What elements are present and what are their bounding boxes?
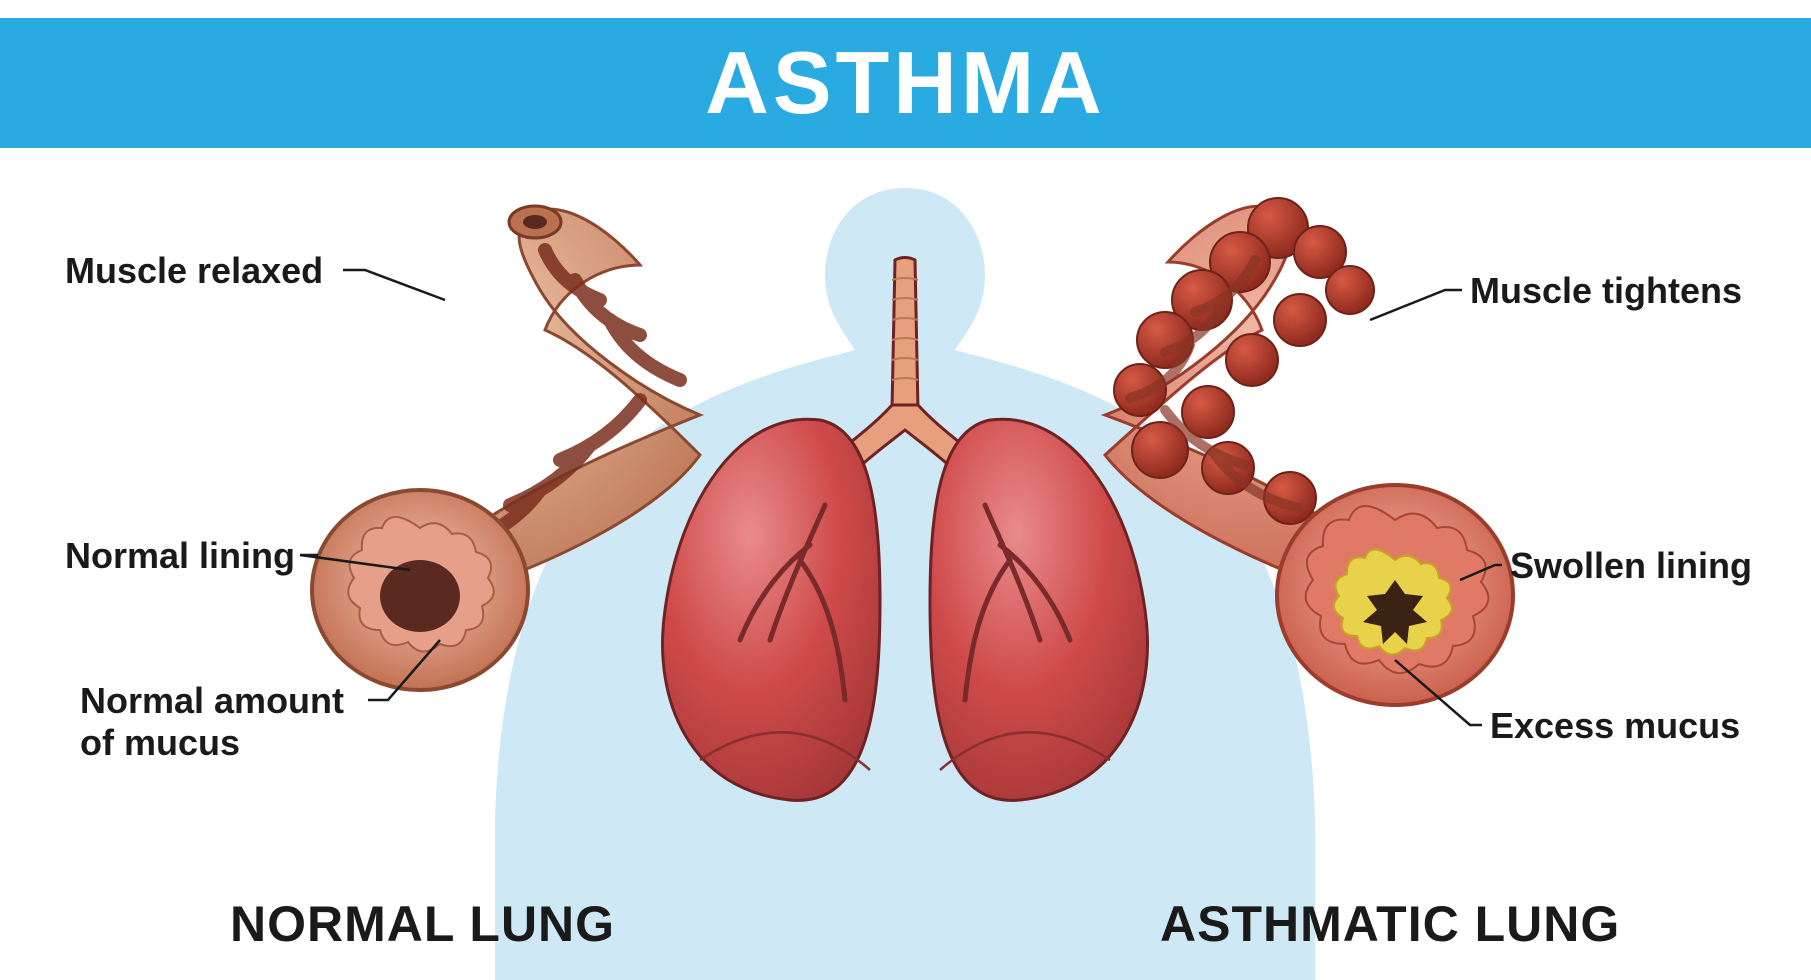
asthmatic-airway <box>1105 198 1513 705</box>
label-normal-lining: Normal lining <box>65 535 295 577</box>
normal-airway <box>312 206 700 690</box>
lungs <box>663 258 1148 801</box>
section-title-normal: NORMAL LUNG <box>230 895 615 953</box>
label-muscle-tightens: Muscle tightens <box>1470 270 1742 312</box>
page-title: ASTHMA <box>705 32 1105 134</box>
infographic-stage: ASTHMA <box>0 0 1811 980</box>
header-bar: ASTHMA <box>0 18 1811 148</box>
section-title-asthmatic: ASTHMATIC LUNG <box>1160 895 1620 953</box>
label-normal-mucus-l2: of mucus <box>80 722 240 764</box>
label-muscle-relaxed: Muscle relaxed <box>65 250 323 292</box>
label-normal-mucus-l1: Normal amount <box>80 680 344 722</box>
label-swollen-lining: Swollen lining <box>1510 545 1752 587</box>
label-excess-mucus: Excess mucus <box>1490 705 1740 747</box>
torso-silhouette <box>495 188 1315 980</box>
